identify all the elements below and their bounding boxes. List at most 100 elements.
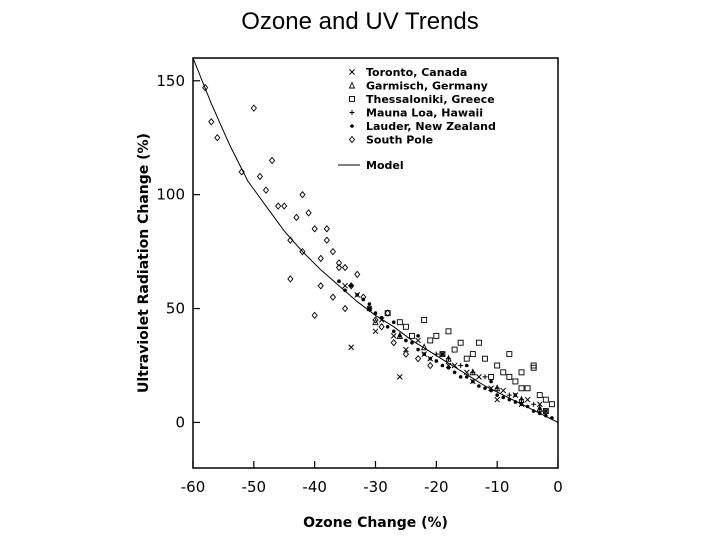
data-point xyxy=(440,352,445,356)
data-point xyxy=(427,361,434,370)
data-point xyxy=(446,356,451,362)
y-axis-label: Ultraviolet Radiation Change (%) xyxy=(136,133,152,393)
data-point xyxy=(390,333,397,339)
model-curve xyxy=(192,57,559,423)
data-point xyxy=(482,355,488,362)
data-point xyxy=(494,385,500,391)
data-point xyxy=(476,374,482,380)
data-point xyxy=(464,363,469,368)
data-point xyxy=(367,302,372,306)
data-point xyxy=(416,334,420,338)
data-point xyxy=(384,310,391,317)
data-point xyxy=(471,379,475,384)
data-point xyxy=(402,350,410,358)
y-tick-label: 100 xyxy=(156,186,185,204)
data-point xyxy=(390,339,397,347)
legend-label: Toronto, Canada xyxy=(366,66,467,79)
data-point xyxy=(287,275,294,283)
data-point xyxy=(506,351,513,358)
legend-label: Model xyxy=(366,159,404,172)
data-point xyxy=(524,396,531,403)
data-point xyxy=(548,401,555,408)
data-point xyxy=(238,168,245,176)
data-point xyxy=(433,332,440,339)
data-point xyxy=(445,328,452,335)
legend-marker xyxy=(349,69,355,75)
data-point xyxy=(293,213,300,222)
data-point xyxy=(489,379,493,384)
data-point xyxy=(469,351,476,358)
data-point xyxy=(372,328,379,335)
data-point xyxy=(305,209,312,217)
x-tick-label: 0 xyxy=(553,478,563,496)
data-point xyxy=(488,373,495,380)
data-point xyxy=(329,293,337,301)
data-point xyxy=(268,156,276,165)
legend-label: South Pole xyxy=(366,134,433,147)
data-point xyxy=(451,362,458,369)
data-point xyxy=(262,186,270,194)
data-point xyxy=(524,385,531,392)
data-point xyxy=(372,318,379,326)
data-point xyxy=(518,369,525,376)
data-point xyxy=(530,362,537,369)
legend-label: Garmisch, Germany xyxy=(366,80,488,93)
data-point xyxy=(513,393,518,397)
data-point xyxy=(335,259,343,267)
legend-marker xyxy=(349,110,355,115)
axis-ticks: -60 -50 -40 -30 -20 -10 0 0 50 100 150 xyxy=(156,72,562,496)
data-point xyxy=(440,363,445,368)
data-point xyxy=(414,354,422,363)
data-point xyxy=(348,282,355,290)
data-point xyxy=(256,172,264,181)
data-point xyxy=(299,247,306,256)
data-point xyxy=(422,352,426,356)
data-point xyxy=(500,387,507,394)
data-point xyxy=(416,347,420,352)
data-point xyxy=(396,319,403,326)
data-point xyxy=(398,334,402,338)
data-point xyxy=(446,365,451,370)
data-point xyxy=(342,282,348,289)
data-point xyxy=(506,373,513,380)
legend-label: Lauder, New Zealand xyxy=(366,120,496,133)
data-point xyxy=(275,202,282,210)
data-point xyxy=(373,311,378,315)
data-point xyxy=(404,338,408,343)
data-point xyxy=(543,408,549,414)
data-point xyxy=(396,374,403,380)
data-point xyxy=(311,225,318,233)
x-tick-label: -20 xyxy=(424,478,449,496)
x-tick-label: -50 xyxy=(242,478,267,496)
data-point xyxy=(537,406,542,411)
data-point xyxy=(512,378,519,385)
data-point xyxy=(391,320,396,325)
data-point xyxy=(281,202,288,210)
data-point xyxy=(410,340,414,345)
data-point xyxy=(250,104,257,112)
data-point xyxy=(391,329,396,334)
y-tick-label: 150 xyxy=(156,72,185,90)
data-point xyxy=(519,397,524,403)
data-point xyxy=(434,359,439,363)
legend-marker xyxy=(350,124,354,128)
data-point xyxy=(299,190,306,199)
data-point xyxy=(531,401,537,407)
data-point xyxy=(518,385,525,392)
data-point xyxy=(458,363,464,368)
data-point xyxy=(483,386,487,391)
data-point xyxy=(542,396,549,403)
data-point xyxy=(482,374,488,380)
slide-title: Ozone and UV Trends xyxy=(241,8,479,35)
data-point xyxy=(464,375,469,379)
data-points xyxy=(202,83,555,420)
legend-label: Mauna Loa, Hawaii xyxy=(366,107,483,120)
data-point xyxy=(317,282,324,290)
legend-marker xyxy=(349,96,355,102)
data-point xyxy=(536,401,543,408)
data-point xyxy=(208,118,215,126)
data-point xyxy=(402,323,409,330)
data-point xyxy=(385,324,390,329)
data-point xyxy=(501,395,506,400)
